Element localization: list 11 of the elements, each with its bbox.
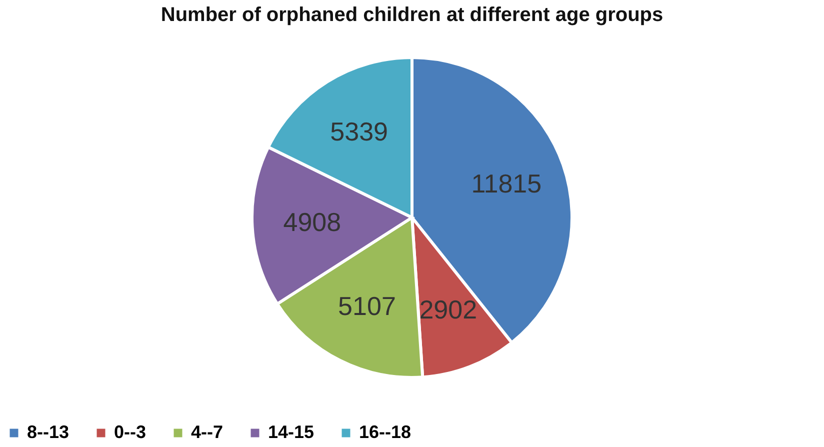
legend-label: 16--18 bbox=[359, 422, 412, 442]
legend-label: 0--3 bbox=[114, 422, 146, 442]
legend-label: 8--13 bbox=[27, 422, 70, 442]
data-label: 5339 bbox=[330, 116, 388, 147]
data-label: 2902 bbox=[419, 294, 478, 325]
legend-label: 14-15 bbox=[268, 422, 314, 442]
legend-label: 4--7 bbox=[191, 422, 224, 442]
data-label: 5107 bbox=[338, 290, 396, 321]
data-label: 11815 bbox=[471, 168, 542, 198]
chart-title: Number of orphaned children at different age groups bbox=[160, 4, 664, 26]
data-label: 4908 bbox=[283, 207, 342, 238]
